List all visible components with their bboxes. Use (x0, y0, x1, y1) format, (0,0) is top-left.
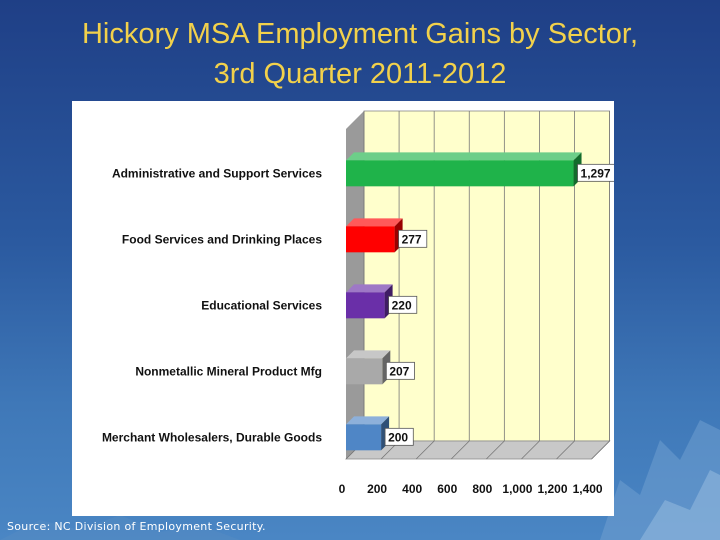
bar-top (346, 350, 391, 359)
category-label: Merchant Wholesalers, Durable Goods (102, 430, 322, 444)
data-label-box (384, 427, 414, 446)
data-label: 1,297 (581, 166, 611, 180)
data-label: 200 (388, 430, 408, 444)
bar (346, 358, 383, 385)
data-label-box (398, 229, 428, 248)
x-tick-label: 800 (472, 482, 492, 496)
x-tick-label: 0 (339, 482, 346, 496)
bar-top (346, 152, 582, 161)
chart-panel: 0 200 400 600 800 1,000 1,200 1,400 Administrati… (72, 101, 614, 516)
gridline-floor (556, 440, 575, 460)
category-label: Educational Services (201, 298, 322, 312)
x-tick-label: 1,200 (537, 482, 567, 496)
data-label-box (385, 361, 415, 380)
gridline-floor (486, 440, 505, 460)
data-label: 220 (392, 298, 412, 312)
bar (346, 424, 382, 451)
slide-title-line2: 3rd Quarter 2011-2012 (213, 58, 507, 90)
x-tick-label: 400 (402, 482, 422, 496)
data-label-box (388, 295, 418, 314)
data-label: 277 (402, 232, 422, 246)
gridline-floor (591, 440, 610, 460)
gridline-floor (521, 440, 540, 460)
source-note: Source: NC Division of Employment Securi… (7, 520, 266, 533)
slide-title: Hickory MSA Employment Gains by Sector, … (0, 14, 720, 94)
bar (346, 160, 574, 187)
x-tick-label: 1,000 (502, 482, 532, 496)
bar-top (346, 218, 403, 227)
mountain-background (0, 420, 720, 540)
gridline-floor (450, 440, 470, 460)
x-tick-label: 1,400 (573, 482, 603, 496)
bar-top (346, 284, 393, 293)
bar (346, 226, 395, 253)
category-label: Nonmetallic Mineral Product Mfg (135, 364, 322, 378)
slide-title-line1: Hickory MSA Employment Gains by Sector, (81, 18, 639, 50)
x-tick-label: 600 (437, 482, 457, 496)
bar (346, 292, 385, 319)
x-tick-label: 200 (367, 482, 387, 496)
category-label: Administrative and Support Services (112, 166, 322, 180)
category-label: Food Services and Drinking Places (122, 232, 322, 246)
data-label: 207 (389, 364, 409, 378)
bar-top (346, 416, 390, 425)
bar-chart: 0 200 400 600 800 1,000 1,200 1,400 Administrati… (102, 110, 614, 496)
data-label-box (577, 163, 614, 182)
gridline-floor (415, 440, 435, 460)
